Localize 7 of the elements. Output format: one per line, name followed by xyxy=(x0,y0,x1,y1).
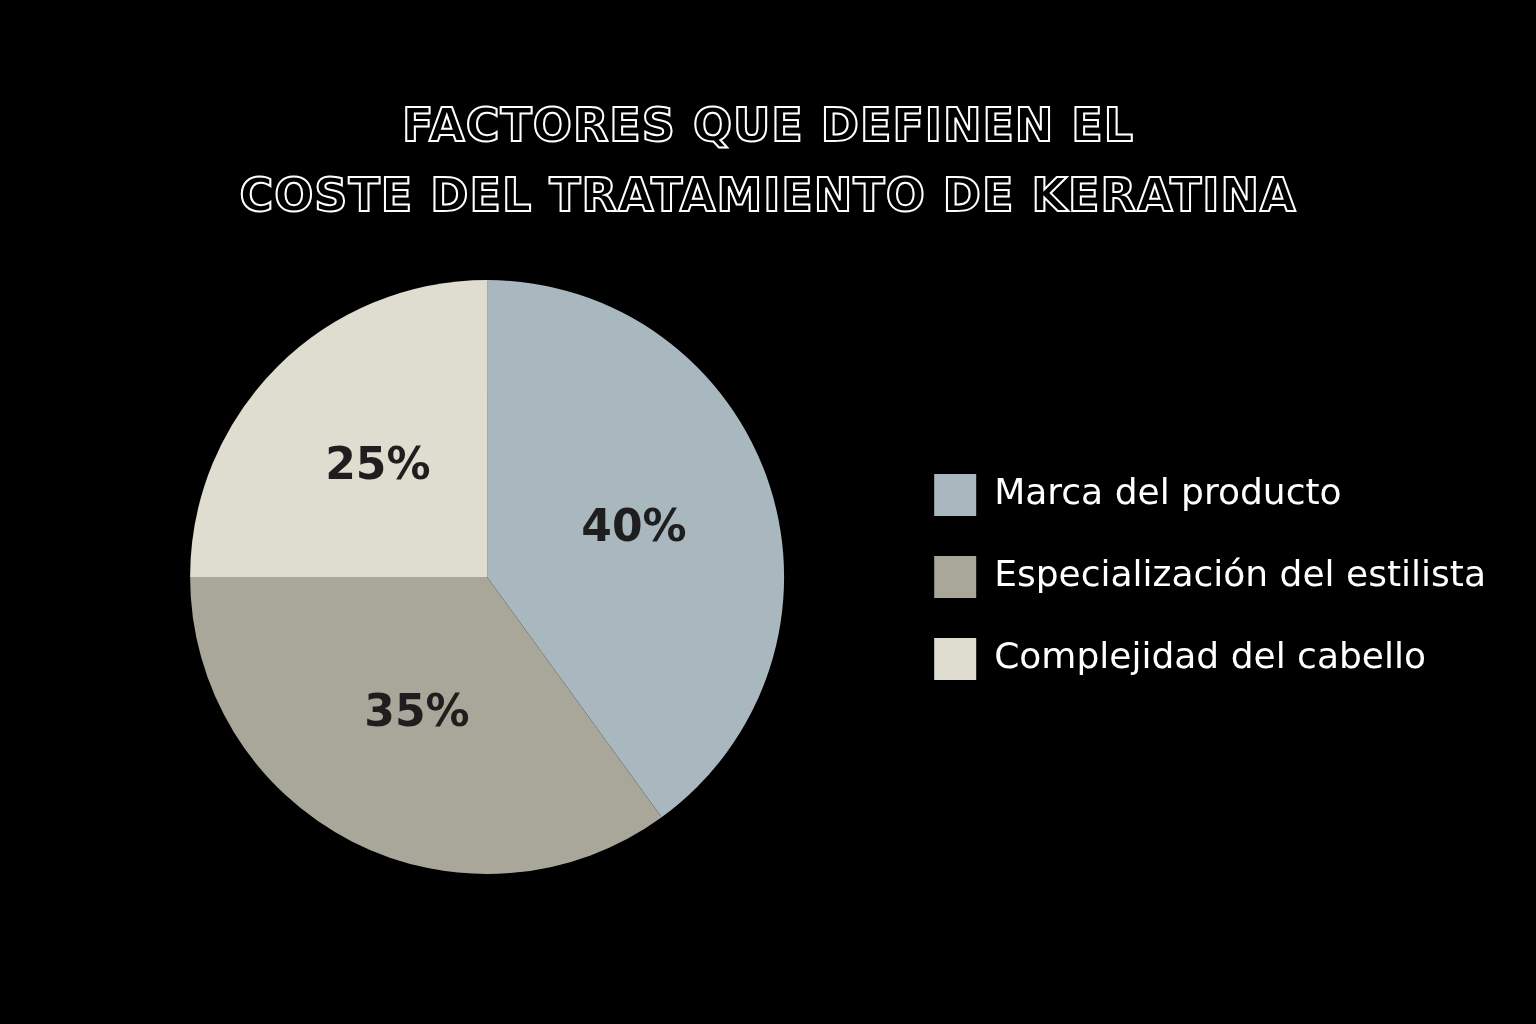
data-label: 40% xyxy=(581,499,687,551)
data-label: 25% xyxy=(325,438,431,490)
data-label: 35% xyxy=(364,685,470,737)
legend-label: Complejidad del cabello xyxy=(994,635,1426,677)
legend-label: Marca del producto xyxy=(994,471,1342,513)
legend-label: Especialización del estilista xyxy=(994,553,1487,595)
chart-title: FACTORES QUE DEFINEN EL COSTE DEL TRATAMIENTO DE KERATINA xyxy=(238,97,1298,224)
